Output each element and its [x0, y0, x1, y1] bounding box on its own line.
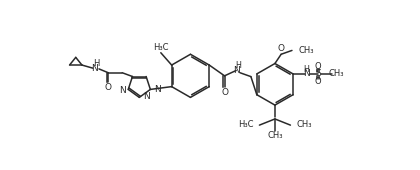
Text: O: O [221, 88, 228, 97]
Text: H₃C: H₃C [153, 43, 168, 52]
Text: H: H [303, 65, 309, 74]
Text: H: H [94, 59, 100, 68]
Text: H: H [235, 61, 241, 70]
Text: N: N [303, 69, 310, 78]
Text: S: S [315, 69, 321, 78]
Text: N: N [143, 92, 150, 101]
Text: N: N [154, 85, 161, 94]
Text: N: N [119, 86, 126, 95]
Text: N: N [91, 64, 98, 73]
Text: O: O [315, 77, 321, 86]
Text: O: O [278, 44, 285, 53]
Text: H₃C: H₃C [238, 120, 253, 129]
Text: CH₃: CH₃ [297, 120, 312, 129]
Text: O: O [315, 62, 321, 71]
Text: CH₃: CH₃ [298, 46, 314, 55]
Text: O: O [105, 83, 112, 92]
Text: CH₃: CH₃ [329, 69, 344, 78]
Text: N: N [233, 66, 239, 75]
Text: CH₃: CH₃ [267, 131, 283, 140]
